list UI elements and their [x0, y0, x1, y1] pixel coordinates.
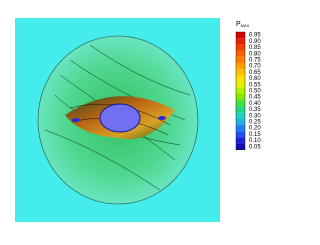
colorbar-swatch	[236, 143, 245, 150]
colorbar-swatch	[236, 32, 245, 39]
colorbar-label: 0.75	[249, 57, 261, 63]
page: {"legend": {"title": "P", "subscript": "…	[15, 18, 262, 222]
colorbar-label: 0.20	[249, 126, 261, 132]
colorbar-label: 0.50	[249, 88, 261, 94]
colorbar-swatch	[236, 56, 245, 63]
colorbar-label: 0.45	[249, 95, 261, 101]
colorbar-swatch	[236, 38, 245, 45]
legend-title: PMAX	[236, 21, 250, 28]
colorbar-label: 0.90	[249, 39, 261, 45]
colorbar-swatch	[236, 63, 245, 70]
sphere-render	[37, 35, 199, 205]
colorbar-label: 0.25	[249, 119, 261, 125]
colorbar-swatch	[236, 81, 245, 88]
colorbar-swatch	[236, 87, 245, 94]
colorbar-swatch	[236, 50, 245, 57]
colorbar-label: 0.55	[249, 82, 261, 88]
colorbar-swatch	[236, 137, 245, 144]
colorbar-label: 0.30	[249, 113, 261, 119]
colorbar-label: 0.15	[249, 132, 261, 138]
colorbar-swatch	[236, 131, 245, 138]
colorbar-frame	[235, 31, 246, 151]
colorbar: 0.950.900.850.800.750.700.650.600.550.50…	[235, 31, 261, 151]
colorbar-swatch	[236, 75, 245, 82]
colorbar-swatch	[236, 94, 245, 101]
colorbar-label: 0.70	[249, 64, 261, 70]
colorbar-swatch	[236, 44, 245, 51]
colorbar-label: 0.35	[249, 107, 261, 113]
colorbar-label: 0.10	[249, 138, 261, 144]
colorbar-swatch	[236, 106, 245, 113]
visualization: PMAX 0.950.900.850.800.750.700.650.600.5…	[15, 18, 261, 222]
colorbar-swatch	[236, 118, 245, 125]
colorbar-swatch	[236, 125, 245, 132]
colorbar-label: 0.40	[249, 101, 261, 107]
colorbar-swatch	[236, 69, 245, 76]
colorbar-label: 0.60	[249, 76, 261, 82]
colorbar-swatch	[236, 112, 245, 119]
colorbar-label: 0.80	[249, 51, 261, 57]
colorbar-label: 0.95	[249, 33, 261, 39]
colorbar-swatch	[236, 100, 245, 107]
colorbar-label: 0.05	[249, 144, 261, 150]
colorbar-label: 0.65	[249, 70, 261, 76]
colorbar-label: 0.85	[249, 45, 261, 51]
